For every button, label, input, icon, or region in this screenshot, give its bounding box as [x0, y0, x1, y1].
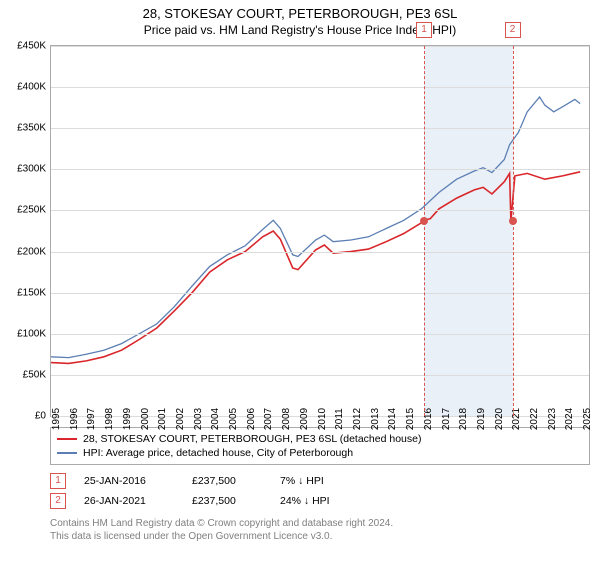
events-table: 1 25-JAN-2016 £237,500 7% ↓ HPI 2 26-JAN-2021…: [50, 471, 590, 511]
footer-line-1: Contains HM Land Registry data © Crown c…: [50, 517, 590, 530]
grid-line: [51, 252, 589, 253]
grid-line: [51, 375, 589, 376]
x-axis-label: 2023: [547, 408, 558, 430]
y-axis-label: £200K: [17, 246, 46, 257]
x-axis-label: 1999: [122, 408, 133, 430]
y-axis-label: £250K: [17, 205, 46, 216]
y-axis-label: £450K: [17, 41, 46, 52]
event-pct: 7% ↓ HPI: [280, 475, 390, 487]
x-axis-label: 2003: [193, 408, 204, 430]
legend-swatch-hpi: [57, 452, 77, 454]
x-axis-label: 1998: [104, 408, 115, 430]
grid-line: [51, 87, 589, 88]
x-axis-label: 2024: [564, 408, 575, 430]
x-axis-label: 1997: [86, 408, 97, 430]
y-axis-label: £150K: [17, 287, 46, 298]
x-axis-label: 2005: [228, 408, 239, 430]
legend-swatch-property: [57, 438, 77, 440]
y-axis-label: £300K: [17, 164, 46, 175]
x-axis-label: 2020: [494, 408, 505, 430]
x-axis-label: 2009: [299, 408, 310, 430]
grid-line: [51, 334, 589, 335]
x-axis-label: 2008: [281, 408, 292, 430]
event-marker-box: 2: [505, 22, 521, 38]
x-axis-label: 2013: [370, 408, 381, 430]
x-axis-label: 1996: [69, 408, 80, 430]
x-axis-label: 2000: [140, 408, 151, 430]
x-axis-label: 2001: [157, 408, 168, 430]
event-price: £237,500: [192, 475, 262, 487]
legend: 28, STOKESAY COURT, PETERBOROUGH, PE3 6S…: [50, 427, 590, 465]
chart-title: 28, STOKESAY COURT, PETERBOROUGH, PE3 6S…: [0, 6, 600, 21]
x-axis-label: 2019: [476, 408, 487, 430]
legend-label-hpi: HPI: Average price, detached house, City…: [83, 447, 353, 459]
x-axis-label: 2002: [175, 408, 186, 430]
y-axis-label: £50K: [23, 369, 46, 380]
grid-line: [51, 293, 589, 294]
x-axis-label: 2011: [334, 408, 345, 430]
footer-attribution: Contains HM Land Registry data © Crown c…: [50, 517, 590, 543]
x-axis-label: 2010: [317, 408, 328, 430]
y-axis-label: £100K: [17, 328, 46, 339]
event-pct: 24% ↓ HPI: [280, 495, 390, 507]
x-axis-label: 1995: [51, 408, 62, 430]
x-axis-label: 2012: [352, 408, 363, 430]
grid-line: [51, 210, 589, 211]
price-chart: £0£50K£100K£150K£200K£250K£300K£350K£400…: [50, 45, 590, 417]
event-marker-line: [424, 46, 425, 416]
grid-line: [51, 46, 589, 47]
x-axis-label: 2004: [210, 408, 221, 430]
x-axis-label: 2014: [387, 408, 398, 430]
x-axis-label: 2015: [405, 408, 416, 430]
event-price: £237,500: [192, 495, 262, 507]
x-axis-label: 2025: [582, 408, 593, 430]
plot-lines: [51, 46, 589, 416]
y-axis-label: £400K: [17, 82, 46, 93]
event-marker-box: 1: [416, 22, 432, 38]
event-marker-dot: [420, 217, 428, 225]
grid-line: [51, 128, 589, 129]
series-line-s2: [51, 97, 580, 358]
event-row: 2 26-JAN-2021 £237,500 24% ↓ HPI: [50, 491, 590, 511]
x-axis-label: 2022: [529, 408, 540, 430]
y-axis-label: £0: [35, 411, 46, 422]
legend-item-property: 28, STOKESAY COURT, PETERBOROUGH, PE3 6S…: [57, 432, 583, 446]
event-row: 1 25-JAN-2016 £237,500 7% ↓ HPI: [50, 471, 590, 491]
event-number-box: 2: [50, 493, 66, 509]
legend-label-property: 28, STOKESAY COURT, PETERBOROUGH, PE3 6S…: [83, 433, 421, 445]
event-marker-dot: [509, 217, 517, 225]
footer-line-2: This data is licensed under the Open Gov…: [50, 530, 590, 543]
grid-line: [51, 169, 589, 170]
y-axis-label: £350K: [17, 123, 46, 134]
x-axis-label: 2006: [246, 408, 257, 430]
x-axis-label: 2007: [263, 408, 274, 430]
event-number-box: 1: [50, 473, 66, 489]
event-marker-line: [513, 46, 514, 416]
event-date: 26-JAN-2021: [84, 495, 174, 507]
x-axis-label: 2018: [458, 408, 469, 430]
x-axis-label: 2017: [441, 408, 452, 430]
legend-item-hpi: HPI: Average price, detached house, City…: [57, 446, 583, 460]
event-date: 25-JAN-2016: [84, 475, 174, 487]
